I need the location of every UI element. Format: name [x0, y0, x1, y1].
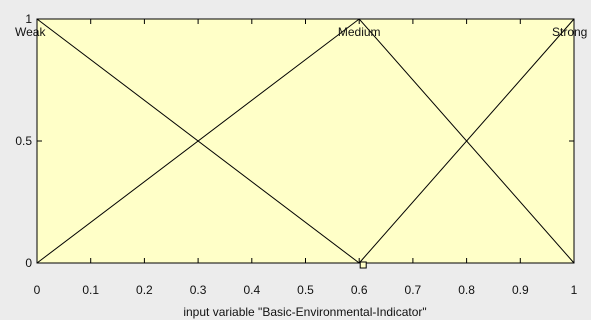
x-tick-label: 0.5: [297, 283, 314, 297]
x-axis-label: input variable "Basic-Environmental-Indi…: [183, 305, 426, 319]
y-tick-label: 1: [25, 12, 32, 26]
x-tick-label: 0.9: [512, 283, 529, 297]
x-tick-label: 0.6: [351, 283, 368, 297]
mf-label-strong[interactable]: Strong: [552, 25, 587, 39]
selected-vertex-handle[interactable]: [359, 261, 367, 269]
plot-area: [37, 19, 574, 263]
x-tick-label: 0.7: [405, 283, 422, 297]
x-tick-label: 0: [34, 283, 41, 297]
mf-label-layer: Weak Medium Strong: [15, 25, 587, 39]
x-axis-ticks: 0 0.1 0.2 0.3 0.4 0.5 0.6 0.7 0.8 0.9 1: [34, 19, 578, 297]
x-tick-label: 0.3: [190, 283, 207, 297]
y-tick-label: 0.5: [15, 134, 32, 148]
y-axis-ticks: 00.51: [15, 12, 574, 270]
x-tick-label: 0.2: [136, 283, 153, 297]
marker-layer: [359, 261, 367, 269]
x-tick-label: 0.8: [458, 283, 475, 297]
y-tick-label: 0: [25, 256, 32, 270]
x-tick-label: 0.4: [243, 283, 260, 297]
x-tick-label: 0.1: [82, 283, 99, 297]
x-tick-label: 1: [571, 283, 578, 297]
series-line-strong[interactable]: [358, 18, 575, 264]
mf-label-weak[interactable]: Weak: [15, 25, 46, 39]
mf-label-medium[interactable]: Medium: [338, 25, 381, 39]
